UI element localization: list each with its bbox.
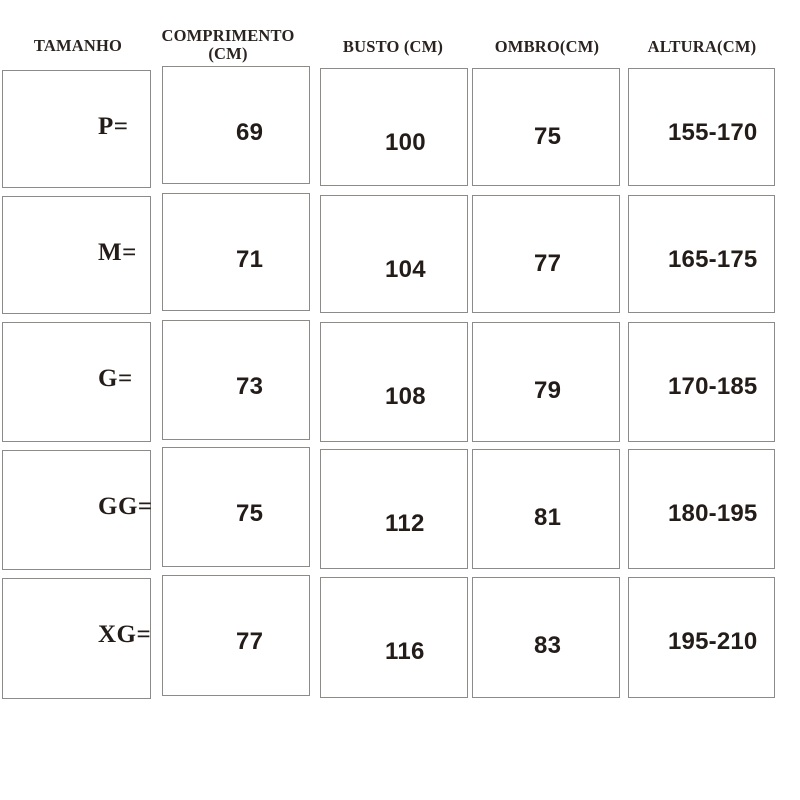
table-cell-size-gg [2,450,151,570]
table-cell-altura-xg [628,577,775,698]
table-cell-comprimento-g [162,320,310,440]
cell-value-busto: 116 [385,638,425,665]
table-cell-comprimento-xg [162,575,310,696]
cell-value-busto: 104 [385,256,426,283]
cell-value-comprimento: 77 [236,628,264,655]
table-cell-ombro-p [472,68,620,186]
table-cell-ombro-m [472,195,620,313]
cell-value-comprimento: 73 [236,373,264,400]
header-ombro: OMBRO(CM) [494,37,600,56]
table-cell-busto-gg [320,449,468,569]
cell-value-size: G= [98,365,133,392]
header-altura: ALTURA(CM) [647,37,757,56]
cell-value-size: M= [98,239,137,266]
header-busto: BUSTO (CM) [342,37,444,56]
table-cell-busto-g [320,322,468,442]
table-cell-busto-xg [320,577,468,698]
table-cell-busto-m [320,195,468,313]
table-cell-altura-g [628,322,775,442]
table-cell-size-xg [2,578,151,699]
table-cell-altura-gg [628,449,775,569]
cell-value-size: GG= [98,493,153,520]
table-cell-comprimento-gg [162,447,310,567]
cell-value-size: XG= [98,621,152,648]
table-cell-size-g [2,322,151,442]
table-cell-size-m [2,196,151,314]
table-cell-comprimento-m [162,193,310,311]
cell-value-busto: 108 [385,383,426,410]
cell-value-altura: 180-195 [668,500,758,527]
header-tamanho: TAMANHO [33,36,123,55]
cell-value-altura: 155-170 [668,119,758,146]
table-cell-busto-p [320,68,468,186]
cell-value-busto: 100 [385,129,426,156]
cell-value-busto: 112 [385,510,425,537]
cell-value-ombro: 79 [534,377,562,404]
cell-value-altura: 195-210 [668,628,758,655]
cell-value-ombro: 81 [534,504,562,531]
cell-value-ombro: 83 [534,632,562,659]
table-cell-altura-m [628,195,775,313]
table-cell-ombro-gg [472,449,620,569]
cell-value-ombro: 77 [534,250,562,277]
table-cell-altura-p [628,68,775,186]
cell-value-comprimento: 75 [236,500,264,527]
table-cell-comprimento-p [162,66,310,184]
table-cell-size-p [2,70,151,188]
table-cell-ombro-g [472,322,620,442]
cell-value-comprimento: 71 [236,246,264,273]
cell-value-ombro: 75 [534,123,562,150]
table-cell-ombro-xg [472,577,620,698]
cell-value-altura: 165-175 [668,246,758,273]
cell-value-comprimento: 69 [236,119,264,146]
cell-value-size: P= [98,113,129,140]
header-comprimento: COMPRIMENTO (CM) [161,26,295,63]
cell-value-altura: 170-185 [668,373,758,400]
